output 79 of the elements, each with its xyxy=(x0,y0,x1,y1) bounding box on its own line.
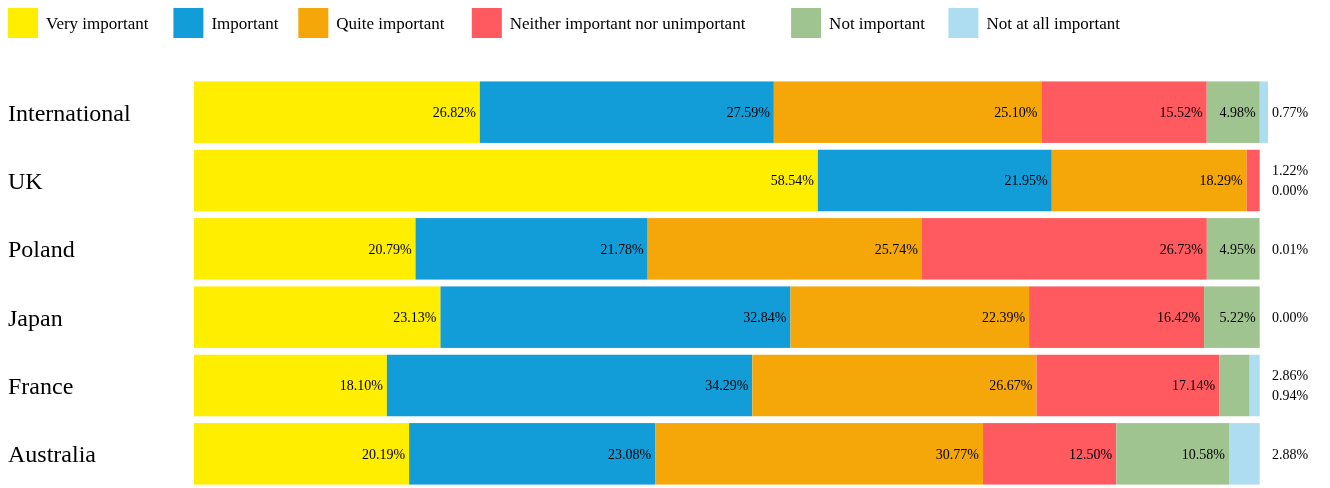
bar xyxy=(1116,423,1229,485)
bar xyxy=(655,423,984,485)
data-label: 21.78% xyxy=(600,241,644,257)
data-label: 4.95% xyxy=(1219,241,1256,257)
bar xyxy=(1036,354,1220,417)
bar xyxy=(1219,354,1250,417)
data-label: 0.00% xyxy=(1272,183,1309,199)
data-label: 4.98% xyxy=(1219,105,1257,121)
bar xyxy=(1246,149,1260,212)
bar xyxy=(921,218,1207,280)
data-label: 16.42% xyxy=(1156,310,1201,326)
data-label: 2.86% xyxy=(1272,368,1309,384)
bar xyxy=(194,354,387,417)
bar xyxy=(1259,81,1268,143)
data-label: 25.10% xyxy=(994,105,1038,121)
data-label: 26.82% xyxy=(432,105,477,121)
data-label: 0.00% xyxy=(1272,310,1309,326)
data-label: 1.22% xyxy=(1272,163,1309,179)
bar xyxy=(1041,81,1207,143)
y-tick-label: Australia xyxy=(8,441,97,468)
data-label: 20.19% xyxy=(361,446,406,462)
bar xyxy=(773,81,1042,143)
data-label: 58.54% xyxy=(770,173,815,189)
bar xyxy=(752,354,1037,417)
bar xyxy=(194,218,416,280)
legend-label: Important xyxy=(211,13,279,33)
data-label: 18.29% xyxy=(1199,173,1244,189)
data-label: 32.84% xyxy=(743,310,787,326)
data-label: 0.94% xyxy=(1272,388,1309,404)
bar xyxy=(790,286,1030,348)
data-label: 30.77% xyxy=(935,446,980,462)
data-label: 5.22% xyxy=(1219,310,1257,326)
y-tick-label: UK xyxy=(8,167,44,194)
data-label: 0.77% xyxy=(1272,105,1309,121)
bar xyxy=(194,81,480,143)
bar xyxy=(415,218,648,280)
y-tick-label: Poland xyxy=(8,236,75,263)
y-tick-label: International xyxy=(8,99,131,126)
legend-label: Neither important nor unimportant xyxy=(509,13,746,33)
bar xyxy=(409,423,656,485)
legend-label: Not important xyxy=(829,13,926,33)
legend-label: Quite important xyxy=(336,13,445,33)
bar xyxy=(1206,81,1260,143)
data-label: 17.14% xyxy=(1172,378,1216,394)
bar xyxy=(647,218,922,280)
bar xyxy=(1206,218,1260,280)
bar xyxy=(1229,423,1260,485)
bar xyxy=(983,423,1117,485)
bar xyxy=(194,286,441,348)
bar xyxy=(194,423,410,485)
legend-label: Not at all important xyxy=(986,13,1121,33)
bar xyxy=(1029,286,1205,348)
legend-label: Very important xyxy=(46,13,149,33)
bar xyxy=(1204,286,1260,348)
data-label: 21.95% xyxy=(1004,173,1049,189)
data-label: 22.39% xyxy=(981,310,1026,326)
bar xyxy=(386,354,753,417)
bar xyxy=(479,81,774,143)
data-label: 15.52% xyxy=(1159,105,1204,121)
y-tick-label: France xyxy=(8,372,74,399)
data-label: 0.01% xyxy=(1272,241,1309,257)
bar xyxy=(817,149,1052,212)
data-label: 27.59% xyxy=(726,105,771,121)
data-label: 18.10% xyxy=(339,378,384,394)
data-label: 26.67% xyxy=(989,378,1033,394)
data-label: 2.88% xyxy=(1272,446,1309,462)
y-tick-label: Japan xyxy=(8,304,63,331)
data-label: 10.58% xyxy=(1181,446,1226,462)
data-label: 12.50% xyxy=(1069,446,1113,462)
bar xyxy=(194,149,818,212)
data-label: 23.13% xyxy=(393,310,437,326)
bar xyxy=(440,286,791,348)
data-label: 34.29% xyxy=(705,378,749,394)
data-label: 20.79% xyxy=(368,241,412,257)
bar xyxy=(1249,354,1260,417)
data-label: 23.08% xyxy=(607,446,652,462)
data-label: 26.73% xyxy=(1159,241,1204,257)
data-label: 25.74% xyxy=(874,241,919,257)
bar xyxy=(1051,149,1247,212)
